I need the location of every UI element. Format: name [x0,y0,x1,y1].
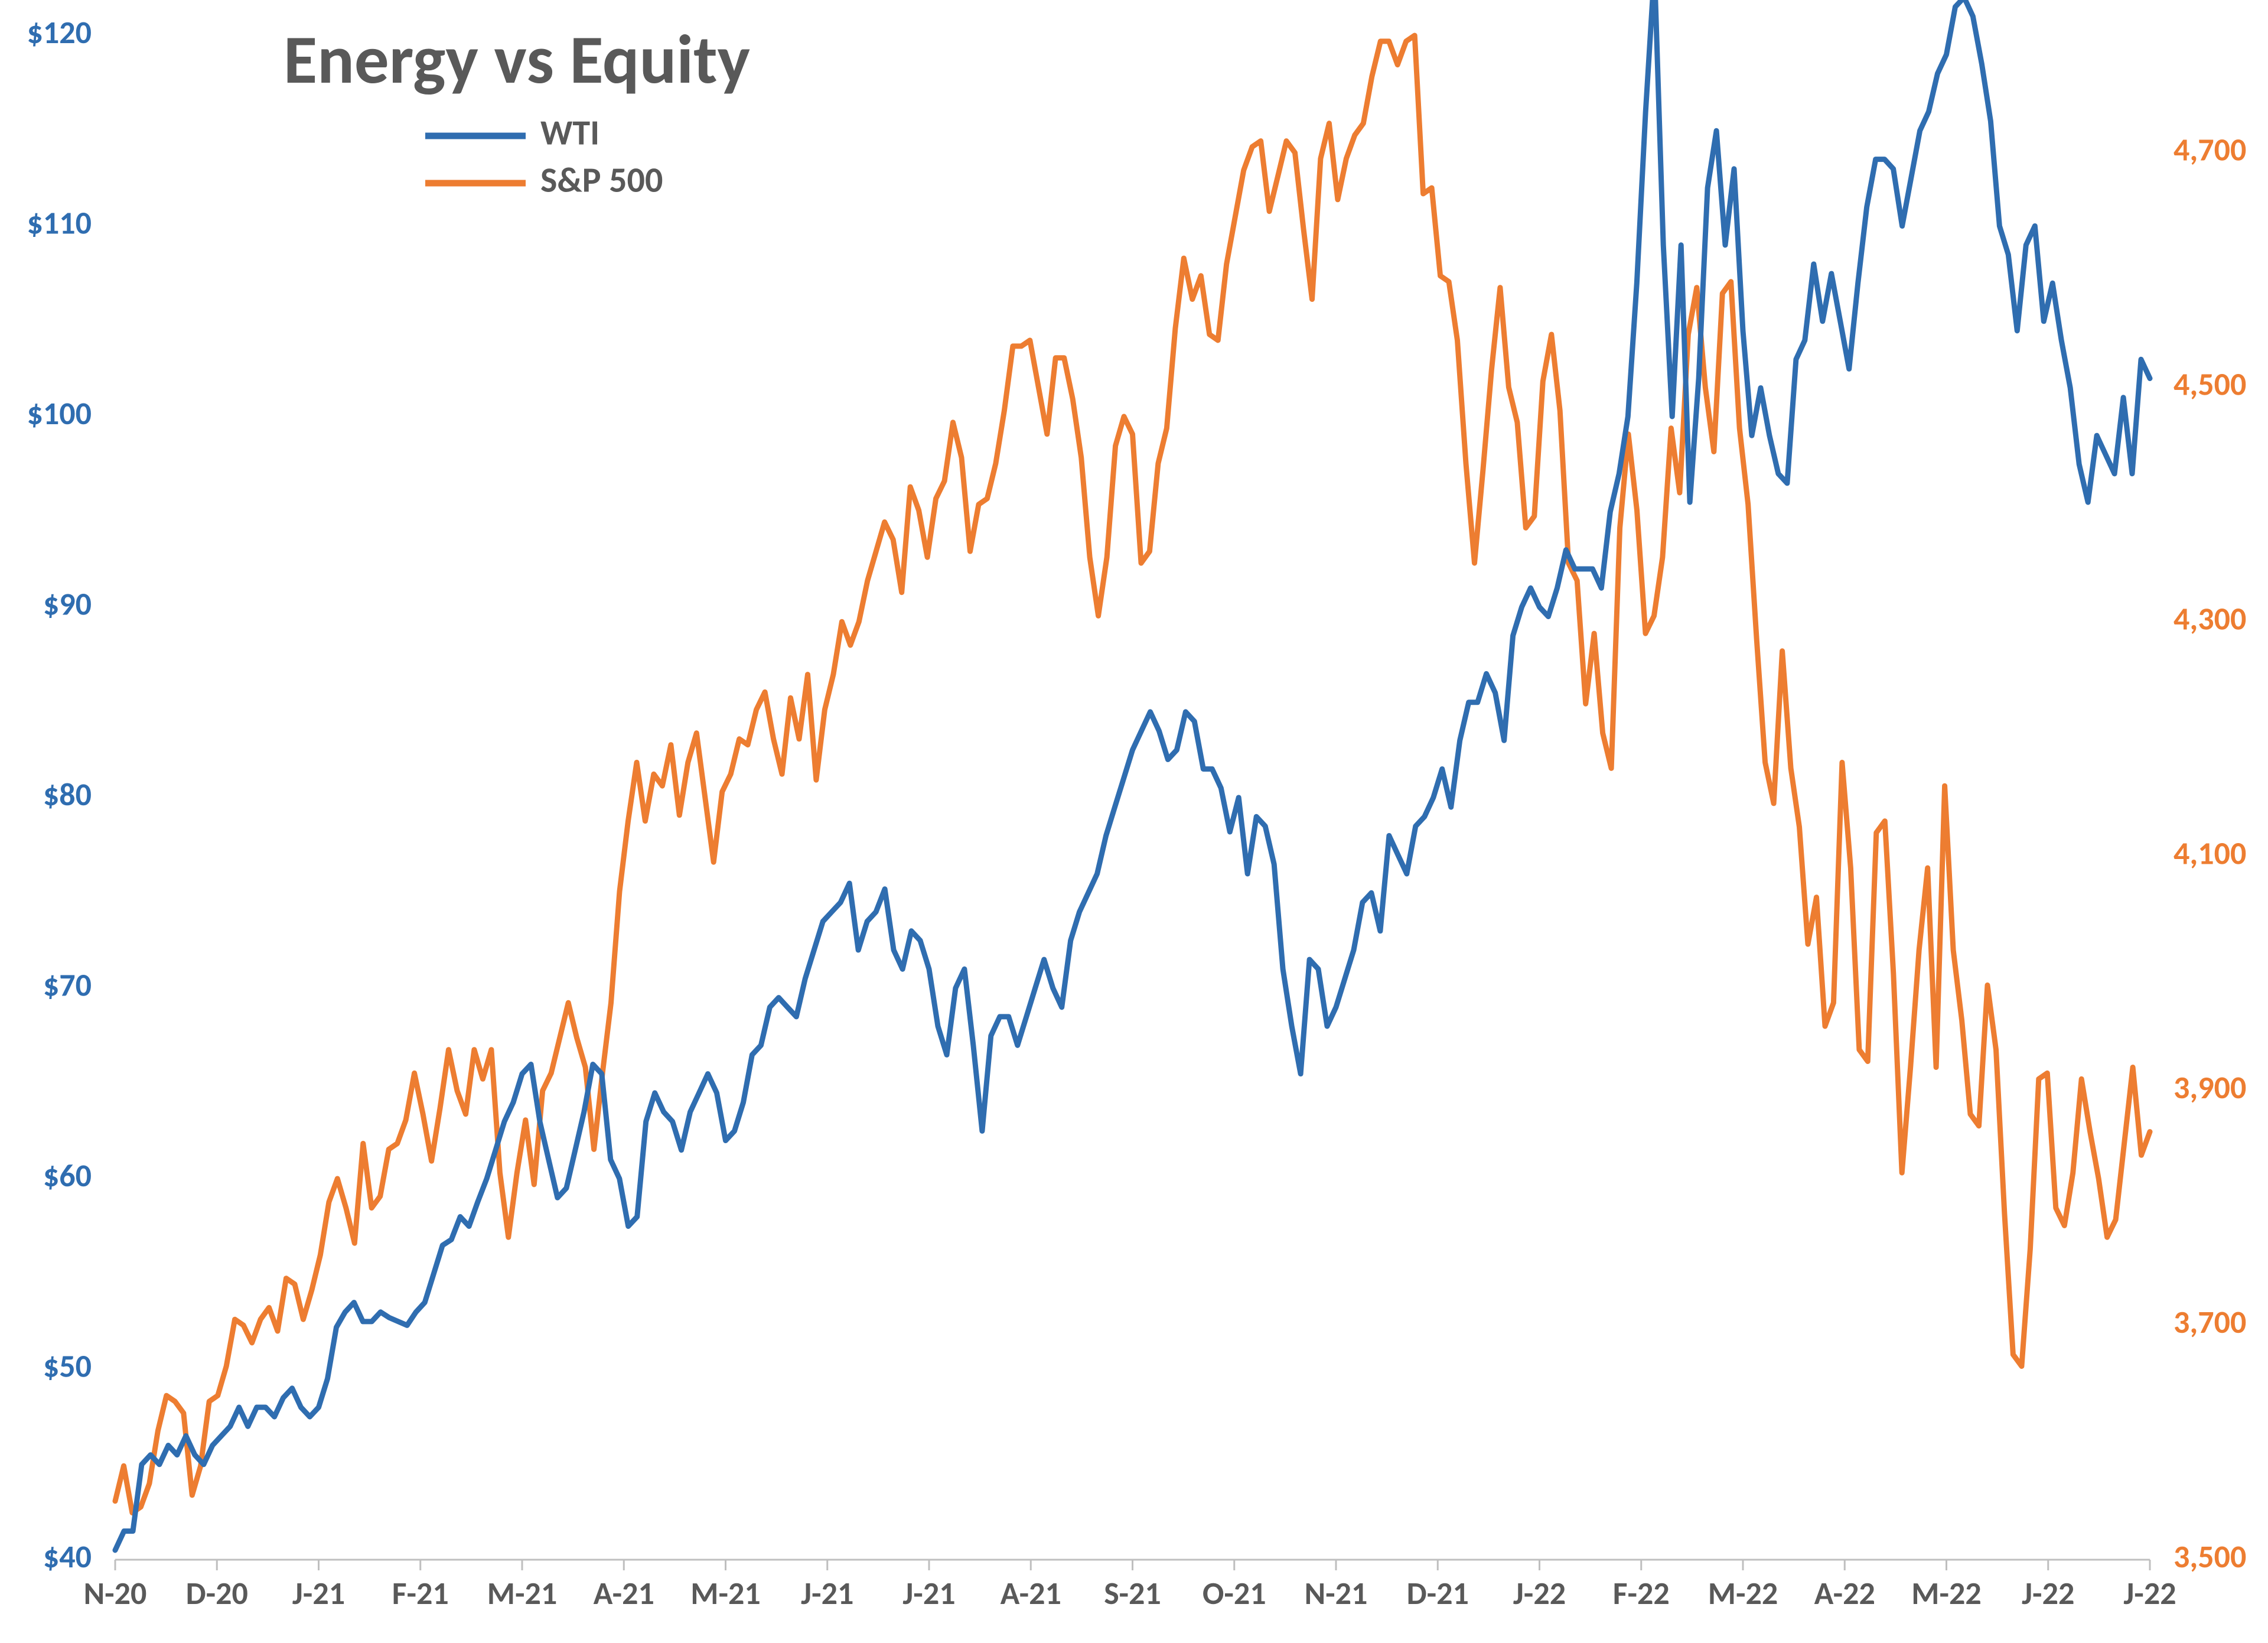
legend-label: S&P 500 [540,159,663,202]
x-tick-label: O-21 [1203,1574,1266,1613]
y-left-tick-label: $110 [27,204,92,243]
x-tick-label: J-21 [292,1574,345,1613]
chart-container: $40 $50 $60 $70 $80 $90 $100 $110 $120 3,500 3,700… [0,0,2268,1643]
x-tick-label: J-21 [801,1574,853,1613]
y-left-tick-label: $50 [43,1347,92,1386]
y-right-tick-label: 4,500 [2174,365,2246,404]
x-tick-label: S-21 [1104,1574,1161,1613]
x-tick-label: J-22 [2123,1574,2176,1613]
x-tick-label: A-21 [594,1574,654,1613]
y-right-tick-label: 4,300 [2174,599,2246,638]
y-right-tick-label: 4,100 [2174,834,2246,873]
y-left-tick-label: $40 [43,1537,92,1576]
x-tick-label: D-21 [1407,1574,1469,1613]
x-tick-label: A-22 [1814,1574,1875,1613]
x-tick-label: J-22 [2022,1574,2074,1613]
y-right-tick-label: 3,700 [2174,1303,2246,1342]
chart-background [0,0,2268,1643]
x-tick-label: M-21 [487,1574,557,1613]
chart-svg: $40 $50 $60 $70 $80 $90 $100 $110 $120 3,500 3,700… [0,0,2268,1643]
x-tick-label: N-20 [84,1574,147,1613]
y-left-tick-label: $90 [43,585,92,624]
x-tick-label: J-21 [902,1574,955,1613]
chart-title: Energy vs Equity [284,18,750,102]
x-tick-label: M-21 [690,1574,760,1613]
x-tick-label: N-21 [1305,1574,1368,1613]
y-left-tick-label: $120 [27,13,92,52]
y-right-tick-label: 4,700 [2174,131,2246,170]
y-left-tick-label: $60 [43,1156,92,1195]
y-left-tick-label: $80 [43,775,92,814]
x-tick-label: F-22 [1613,1574,1670,1613]
y-right-tick-label: 3,500 [2174,1537,2246,1576]
x-tick-label: D-20 [186,1574,248,1613]
x-tick-label: M-22 [1911,1574,1981,1613]
y-right-tick-label: 3,900 [2174,1068,2246,1107]
y-left-tick-label: $100 [27,394,92,433]
x-tick-label: J-22 [1513,1574,1566,1613]
x-tick-label: M-22 [1708,1574,1778,1613]
x-tick-label: A-21 [1001,1574,1061,1613]
y-left-tick-label: $70 [43,966,92,1005]
legend-label: WTI [540,112,599,155]
x-tick-label: F-21 [392,1574,449,1613]
